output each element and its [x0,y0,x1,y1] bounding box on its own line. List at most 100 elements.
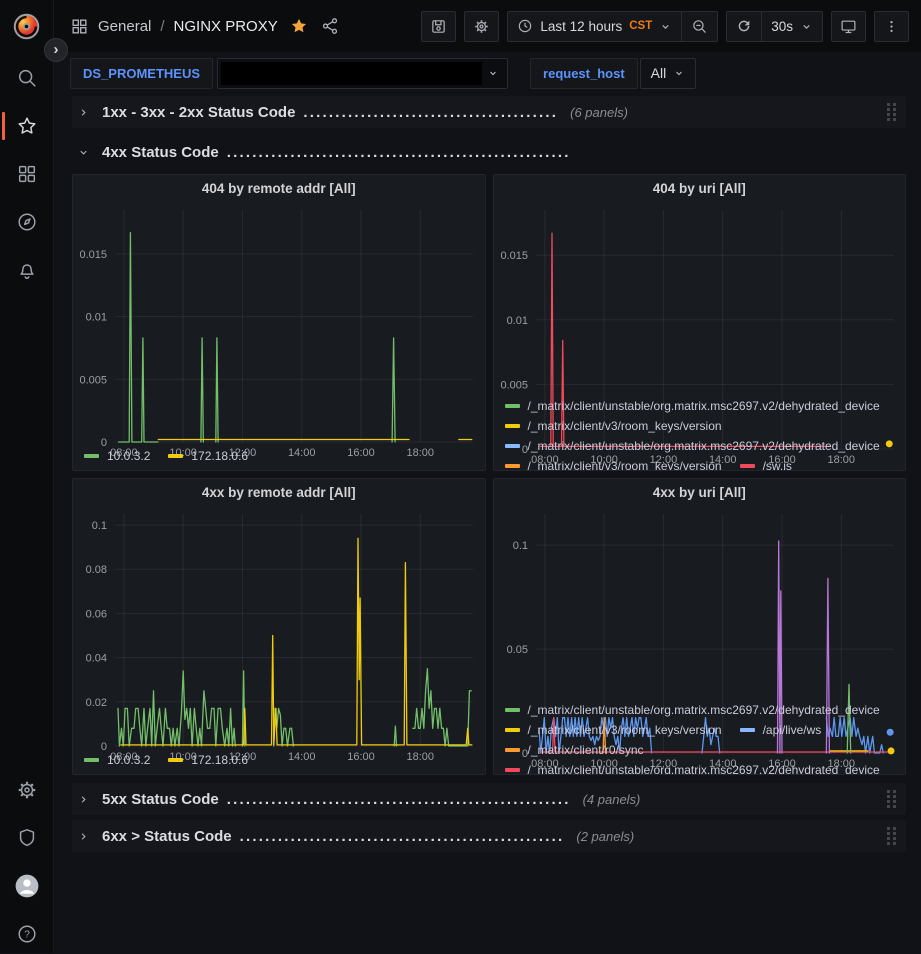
sidebar-item-help[interactable]: ? [0,914,53,954]
legend-item[interactable]: 10.0.3.2 [84,753,150,767]
kebab-menu-icon [890,20,893,32]
legend-item[interactable]: /api/live/ws [739,723,821,737]
timezone-label: CST [629,20,653,32]
row-6xx[interactable]: 6xx > Status Code ......................… [72,820,906,852]
row-1xx-3xx-2xx[interactable]: 1xx - 3xx - 2xx Status Code ............… [72,96,906,128]
svg-text:18:00: 18:00 [406,447,434,459]
legend-item[interactable]: /_matrix/client/unstable/org.matrix.msc2… [504,703,880,717]
panel-title-text: 4xx by remote addr [All] [201,485,356,500]
svg-text:0.01: 0.01 [506,315,527,327]
legend-swatch [168,758,184,762]
svg-text:0.1: 0.1 [92,520,107,532]
svg-text:12:00: 12:00 [229,751,257,763]
sidebar-item-alerting[interactable] [0,250,53,290]
row-5xx[interactable]: 5xx Status Code ........................… [72,783,906,815]
legend-item[interactable]: 10.0.3.2 [84,449,150,463]
chevron-down-icon [78,147,94,158]
row-title-dots: ........................................… [239,827,565,845]
share-icon[interactable] [321,17,339,35]
legend-label: /_matrix/client/v3/room_keys/version [527,419,722,433]
tv-mode-button[interactable] [831,10,866,42]
sidebar-item-dashboards[interactable] [0,154,53,194]
row-drag-handle[interactable] [887,827,896,845]
divider [681,11,683,41]
legend-item[interactable]: /_matrix/client/unstable/org.matrix.msc2… [504,399,880,413]
save-dashboard-button[interactable] [421,10,457,42]
grafana-logo[interactable] [0,6,53,46]
legend-item[interactable]: 172.18.0.6 [168,449,248,463]
row-title-dots: ........................................… [226,790,571,808]
refresh-interval-picker[interactable]: 30s [762,12,822,41]
legend-item[interactable]: /sw.js [739,459,792,470]
variables-bar: DS_PROMETHEUS request_host All [54,52,921,94]
more-options-button[interactable] [874,10,909,42]
svg-text:16:00: 16:00 [768,758,796,770]
sidebar-item-server-admin[interactable] [0,818,53,858]
legend-item[interactable]: /_matrix/client/v3/room_keys/version [504,419,722,433]
svg-text:0.005: 0.005 [500,379,528,391]
legend-item[interactable]: 172.18.0.6 [168,753,248,767]
variable-label-request-host: request_host [530,57,638,89]
legend-item[interactable]: /_matrix/client/unstable/org.matrix.msc2… [504,763,880,774]
svg-text:0.005: 0.005 [79,374,107,386]
svg-text:18:00: 18:00 [827,758,855,770]
breadcrumb-folder[interactable]: General [98,17,152,35]
compass-icon [17,213,36,231]
time-series-chart[interactable]: 08:00 10:00 12:00 14:00 16:00 18:00 0 0.02 0.04 0… [73,506,485,763]
legend-item[interactable]: /_matrix/client/v3/room_keys/version [504,459,722,470]
svg-text:0.1: 0.1 [512,540,527,552]
grafana-logo-icon [13,13,40,39]
sidebar-item-explore[interactable] [0,202,53,242]
legend-item[interactable]: /_matrix/client/unstable/org.matrix.msc2… [504,439,880,453]
time-series-chart[interactable]: 08:00 10:00 12:00 14:00 16:00 18:00 0 0.05 0.1 [494,506,906,770]
shield-icon [19,829,34,847]
svg-text:0.06: 0.06 [86,608,107,620]
sidebar-expand-button[interactable]: › [44,38,68,62]
svg-text:?: ? [24,930,30,941]
refresh-button[interactable] [727,12,761,41]
row-panel-count: (2 panels) [576,828,635,844]
sidebar-item-profile[interactable] [0,866,53,906]
sidebar-item-starred[interactable] [0,106,53,146]
panel-title-text: 4xx by uri [All] [652,485,746,500]
variable-value-ds-prometheus[interactable] [217,57,509,89]
row-4xx[interactable]: 4xx Status Code ........................… [72,136,906,168]
time-series-chart[interactable]: 08:00 10:00 12:00 14:00 16:00 18:00 0 0.005 0.01… [73,202,485,459]
legend-swatch [504,464,520,468]
panel-title[interactable]: 4xx by remote addr [All] [73,479,485,506]
legend-label: 10.0.3.2 [107,449,151,463]
chevron-right-icon: › [53,41,59,58]
legend-label: /_matrix/client/unstable/org.matrix.msc2… [527,439,880,453]
panel-title[interactable]: 404 by remote addr [All] [73,175,485,202]
panel-title[interactable]: 404 by uri [All] [494,175,906,202]
chart-legend: /_matrix/client/unstable/org.matrix.msc2… [494,700,906,774]
legend-swatch [739,728,755,732]
legend-label: /_matrix/client/v3/room_keys/version [527,723,722,737]
caret-down-icon [676,71,683,76]
dashboard-body: 1xx - 3xx - 2xx Status Code ............… [54,94,921,953]
legend-swatch [504,728,520,732]
dashboard-settings-button[interactable] [464,10,500,42]
legend-item[interactable]: /_matrix/client/v3/room_keys/version [504,723,722,737]
sidebar-item-search[interactable] [0,58,53,98]
sidebar-item-configuration[interactable] [0,770,53,810]
search-icon [18,69,36,87]
svg-text:10:00: 10:00 [590,454,618,466]
panel-404-by-uri: 404 by uri [All] 08:00 10:00 12:00 14:00 16:… [492,174,906,471]
legend-label: /_matrix/client/v3/room_keys/version [527,459,722,470]
zoom-out-button[interactable] [682,12,717,41]
panel-title[interactable]: 4xx by uri [All] [494,479,906,506]
legend-item[interactable]: /_matrix/client/r0/sync [504,743,644,757]
variable-value-request-host[interactable]: All [639,57,697,89]
legend-label: 172.18.0.6 [191,753,249,767]
legend-swatch [504,748,520,752]
time-range-picker[interactable]: Last 12 hours CST [508,12,681,41]
favorite-star-icon[interactable] [290,17,308,35]
svg-text:14:00: 14:00 [288,447,316,459]
time-series-chart[interactable]: 08:00 10:00 12:00 14:00 16:00 18:00 0 0.005 0.01… [494,202,906,466]
panel-404-by-remote-addr: 404 by remote addr [All] 08:00 10:00 12:00… [72,174,486,471]
svg-text:14:00: 14:00 [708,454,736,466]
refresh-group: 30s [726,10,823,42]
row-drag-handle[interactable] [887,103,896,121]
row-drag-handle[interactable] [887,790,896,808]
